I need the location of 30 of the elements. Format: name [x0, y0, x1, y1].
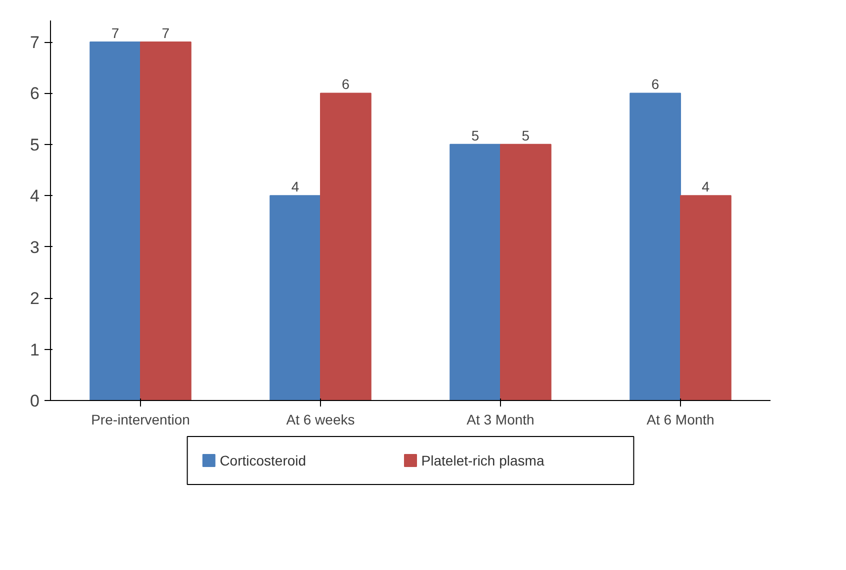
- legend-label: Corticosteroid: [220, 452, 306, 468]
- bar: [680, 195, 732, 400]
- bar: [90, 42, 141, 400]
- data-label: 6: [651, 76, 660, 92]
- data-label: 5: [522, 127, 530, 144]
- y-tick-label: 4: [30, 186, 40, 206]
- bar: [450, 144, 501, 400]
- y-tick-label: 6: [30, 84, 40, 104]
- bar: [140, 42, 192, 400]
- y-tick-label: 5: [30, 135, 40, 154]
- bar: [500, 144, 552, 400]
- y-tick-label: 7: [30, 33, 40, 52]
- data-label: 4: [702, 178, 710, 195]
- legend-label: Platelet-rich plasma: [421, 452, 544, 468]
- data-label: 5: [471, 127, 480, 144]
- x-tick-label: At 3 Month: [466, 412, 534, 428]
- x-tick-label: At 6 weeks: [286, 412, 355, 428]
- data-label: 7: [162, 25, 170, 42]
- x-tick-label: Pre-intervention: [91, 412, 190, 428]
- y-tick-label: 3: [30, 238, 40, 257]
- y-tick-label: 1: [30, 340, 40, 360]
- y-tick-label: 0: [30, 392, 40, 410]
- bar: [630, 92, 681, 400]
- data-label: 4: [291, 178, 300, 195]
- bar: [320, 92, 372, 400]
- bar: [270, 195, 321, 400]
- x-tick-label: At 6 Month: [646, 412, 714, 428]
- data-label: 7: [111, 25, 120, 42]
- data-label: 6: [342, 76, 350, 92]
- y-tick-label: 2: [30, 289, 40, 308]
